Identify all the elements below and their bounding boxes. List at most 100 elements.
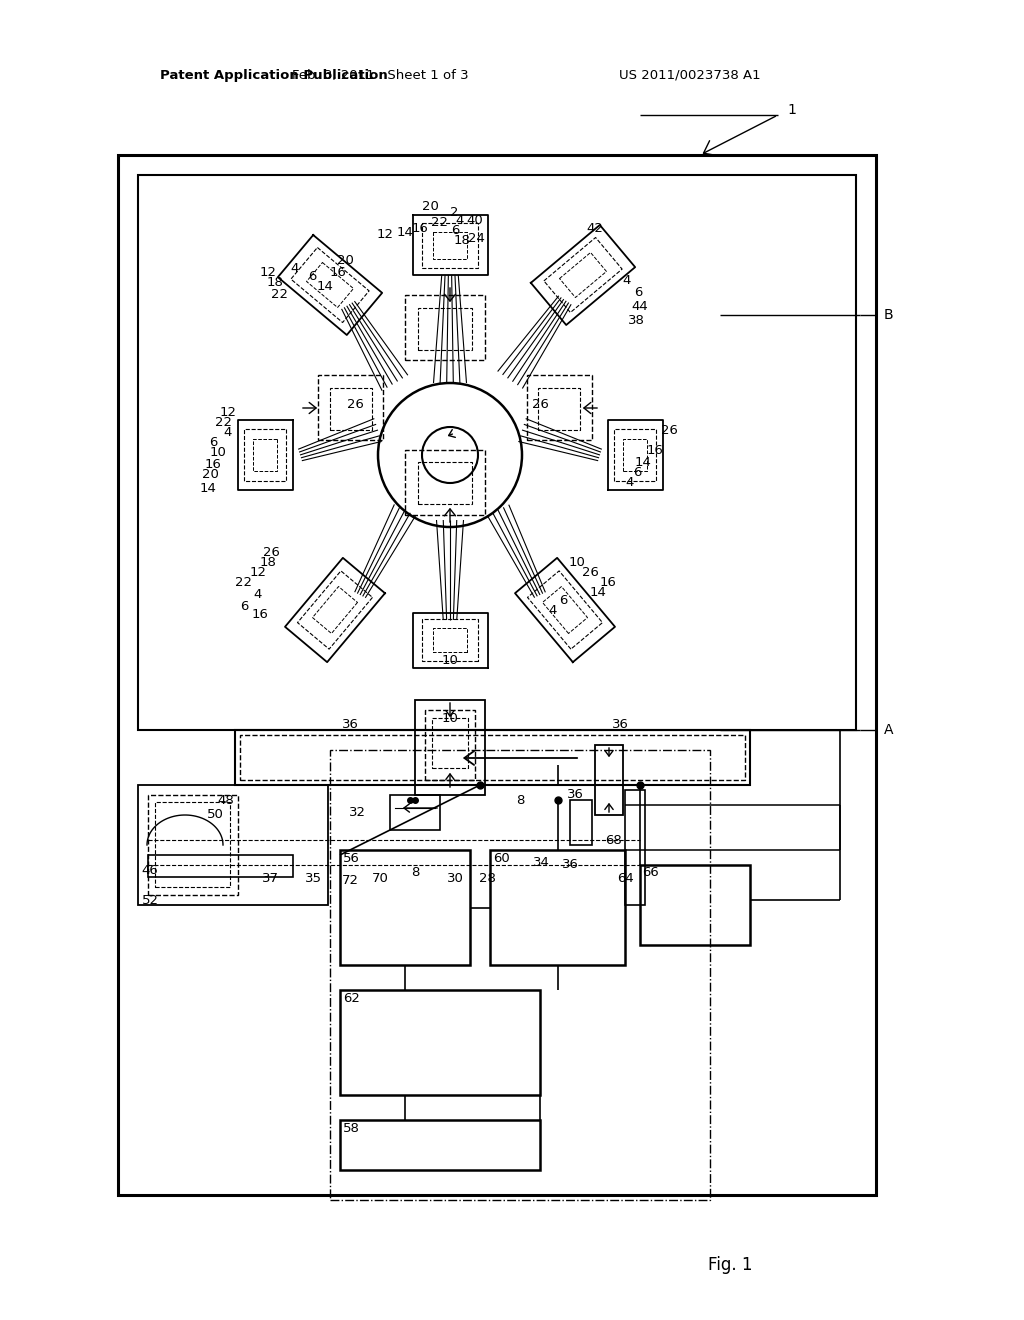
Text: 16: 16: [252, 609, 268, 622]
Text: 24: 24: [468, 231, 484, 244]
Text: 48: 48: [218, 793, 234, 807]
Text: 16: 16: [646, 444, 664, 457]
Bar: [425, 710, 475, 780]
Text: 20: 20: [337, 253, 353, 267]
Text: 58: 58: [343, 1122, 359, 1134]
Bar: [390, 795, 440, 830]
Bar: [595, 744, 623, 814]
Text: 26: 26: [346, 399, 364, 412]
Text: 36: 36: [566, 788, 584, 801]
Bar: [148, 855, 293, 876]
Text: 22: 22: [271, 288, 289, 301]
Text: 8: 8: [516, 793, 524, 807]
Text: 42: 42: [587, 222, 603, 235]
Text: 62: 62: [343, 991, 359, 1005]
Text: 6: 6: [634, 285, 642, 298]
Text: Feb. 3, 2011   Sheet 1 of 3: Feb. 3, 2011 Sheet 1 of 3: [292, 69, 468, 82]
Text: 64: 64: [616, 871, 634, 884]
Text: 6: 6: [451, 223, 459, 236]
Text: 8: 8: [411, 866, 419, 879]
Text: 4: 4: [623, 273, 631, 286]
Text: 66: 66: [642, 866, 658, 879]
Text: 6: 6: [559, 594, 567, 606]
Bar: [418, 308, 472, 350]
Text: 36: 36: [342, 718, 358, 730]
Text: 34: 34: [532, 855, 550, 869]
Text: 18: 18: [266, 276, 284, 289]
Bar: [118, 154, 876, 1195]
Text: 26: 26: [531, 399, 549, 412]
Text: 70: 70: [372, 871, 388, 884]
Bar: [155, 803, 230, 887]
Bar: [640, 865, 750, 945]
Text: 56: 56: [343, 851, 359, 865]
Text: 10: 10: [568, 556, 586, 569]
Text: 22: 22: [215, 416, 232, 429]
Text: 12: 12: [377, 228, 393, 242]
Bar: [234, 730, 750, 785]
Text: 20: 20: [422, 201, 438, 214]
Text: 4: 4: [254, 589, 262, 602]
Text: 4: 4: [291, 261, 299, 275]
Text: 14: 14: [316, 281, 334, 293]
Text: 14: 14: [635, 455, 651, 469]
Text: 10: 10: [210, 446, 226, 459]
Bar: [570, 800, 592, 845]
Text: 14: 14: [590, 586, 606, 598]
Text: 32: 32: [348, 805, 366, 818]
Text: 46: 46: [141, 863, 159, 876]
Bar: [406, 450, 485, 515]
Text: B: B: [884, 308, 894, 322]
Bar: [340, 1119, 540, 1170]
Bar: [432, 718, 468, 768]
Bar: [406, 294, 485, 360]
Text: 22: 22: [234, 576, 252, 589]
Bar: [340, 850, 470, 965]
Bar: [415, 700, 485, 795]
Text: 6: 6: [633, 466, 641, 479]
Bar: [240, 735, 745, 780]
Bar: [527, 375, 592, 440]
Text: 22: 22: [431, 216, 449, 230]
Text: 26: 26: [262, 546, 280, 560]
Text: 10: 10: [441, 711, 459, 725]
Bar: [418, 462, 472, 504]
Text: 26: 26: [662, 424, 678, 437]
Text: 4: 4: [224, 425, 232, 438]
Text: 6: 6: [209, 436, 217, 449]
Text: 16: 16: [205, 458, 221, 470]
Text: 30: 30: [446, 871, 464, 884]
Bar: [538, 388, 580, 430]
Text: 18: 18: [454, 234, 470, 247]
Bar: [340, 990, 540, 1096]
Text: 72: 72: [341, 874, 358, 887]
Text: 36: 36: [611, 718, 629, 730]
Text: 10: 10: [441, 653, 459, 667]
Text: 38: 38: [628, 314, 644, 326]
Text: 60: 60: [493, 851, 510, 865]
Text: US 2011/0023738 A1: US 2011/0023738 A1: [620, 69, 761, 82]
Text: A: A: [884, 723, 894, 737]
Bar: [330, 388, 372, 430]
Text: 40: 40: [467, 214, 483, 227]
Text: 16: 16: [600, 576, 616, 589]
Text: 6: 6: [240, 599, 248, 612]
Bar: [625, 789, 645, 906]
Text: 2: 2: [450, 206, 459, 219]
Bar: [318, 375, 383, 440]
Text: 16: 16: [412, 222, 428, 235]
Text: Fig. 1: Fig. 1: [708, 1257, 753, 1274]
Text: 14: 14: [396, 227, 414, 239]
Text: 36: 36: [561, 858, 579, 871]
Text: 12: 12: [219, 405, 237, 418]
Text: 6: 6: [308, 271, 316, 284]
Text: 20: 20: [202, 469, 218, 482]
Text: 44: 44: [632, 301, 648, 314]
Text: Patent Application Publication: Patent Application Publication: [160, 69, 388, 82]
Text: 68: 68: [605, 833, 623, 846]
Text: 12: 12: [259, 265, 276, 279]
Bar: [490, 850, 625, 965]
Text: 4: 4: [549, 603, 557, 616]
Text: 28: 28: [478, 871, 496, 884]
Text: 1: 1: [787, 103, 796, 117]
